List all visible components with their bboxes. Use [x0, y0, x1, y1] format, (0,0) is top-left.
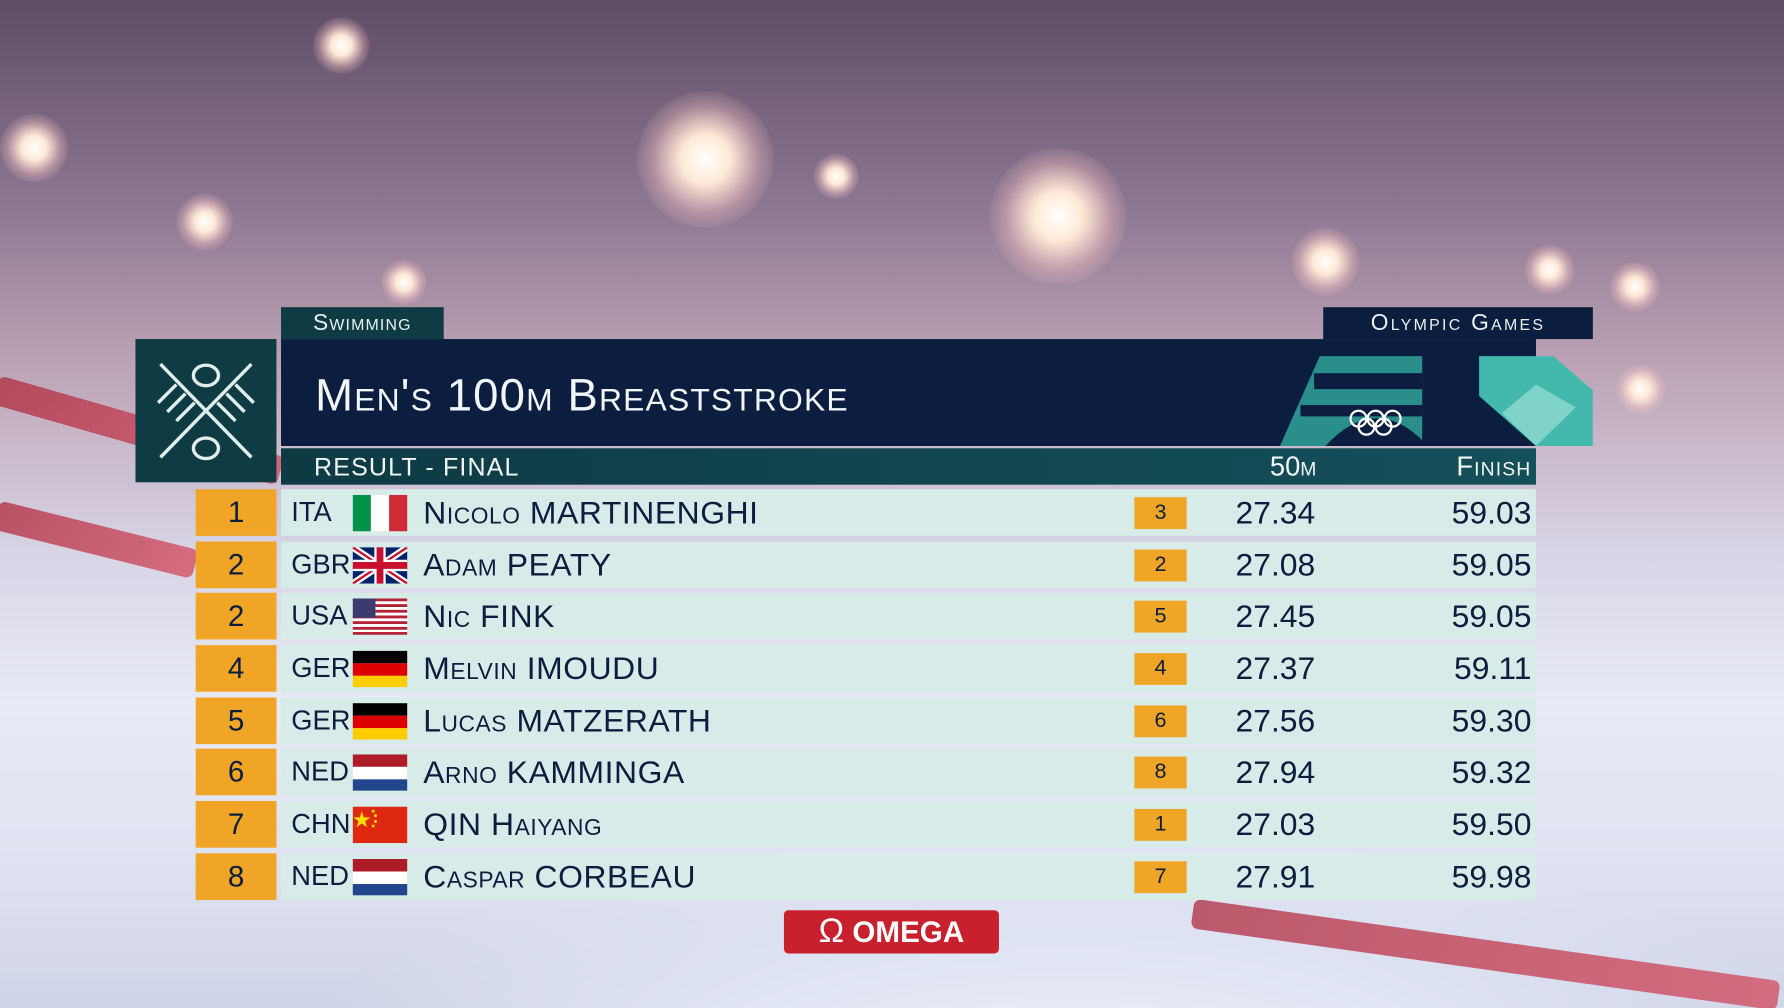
split-rank: 3	[1134, 497, 1187, 530]
split-rank: 8	[1134, 756, 1187, 789]
flag	[352, 598, 408, 635]
finish-time: 59.30	[1451, 703, 1532, 739]
stadium-light	[176, 193, 234, 251]
row-body: CHN QIN Haiyang 1 27.03 59.50	[281, 800, 1536, 848]
finish-time: 59.50	[1451, 806, 1532, 842]
split-rank: 4	[1134, 653, 1187, 685]
result-row: 1 ITA Nicolo MARTINENGHI 3 27.34 59.03	[195, 489, 1536, 536]
column-header: 50m	[1269, 451, 1317, 483]
athlete-name: Melvin IMOUDU	[423, 650, 660, 687]
country-code: GBR	[291, 549, 351, 581]
result-row: 8 NED Caspar CORBEAU 7 27.91 59.98	[195, 853, 1536, 900]
finish-time: 59.05	[1451, 598, 1532, 634]
split-rank: 7	[1134, 861, 1187, 894]
stadium-light	[381, 259, 427, 305]
result-row: 5 GER Lucas MATZERATH 6 27.56 59.30	[195, 697, 1536, 745]
split-time: 27.91	[1235, 859, 1316, 895]
lane-rope	[1190, 898, 1781, 1008]
country-code: ITA	[291, 497, 332, 528]
stadium-light	[1609, 261, 1660, 312]
flag	[352, 703, 408, 740]
athlete-name: Lucas MATZERATH	[423, 703, 712, 739]
country-code: CHN	[291, 808, 351, 840]
country-code: NED	[291, 756, 349, 788]
finish-time: 59.32	[1451, 754, 1532, 790]
country-code: GER	[291, 653, 351, 684]
split-time: 27.08	[1235, 547, 1316, 583]
flag	[352, 547, 408, 584]
split-time: 27.45	[1235, 598, 1316, 634]
result-row: 2 GBR Adam PEATY 2 27.08 59.05	[195, 541, 1536, 589]
sponsor-symbol: Ω	[818, 912, 845, 951]
athlete-name: Arno KAMMINGA	[423, 754, 685, 790]
country-code: NED	[291, 861, 349, 892]
country-code: USA	[291, 600, 348, 632]
row-body: USA Nic FINK 5 27.45 59.05	[281, 592, 1536, 640]
split-rank: 2	[1134, 549, 1187, 582]
stadium-light	[813, 153, 860, 200]
result-row: 2 USA Nic FINK 5 27.45 59.05	[195, 592, 1536, 640]
games-logo	[1279, 356, 1593, 446]
sport-pictogram	[135, 339, 277, 483]
stadium-light	[1524, 244, 1575, 295]
row-body: GBR Adam PEATY 2 27.08 59.05	[281, 541, 1536, 589]
athlete-name: Nicolo MARTINENGHI	[423, 494, 759, 531]
flag	[352, 754, 408, 791]
rank: 1	[195, 489, 277, 536]
rank: 2	[195, 541, 277, 589]
sport-tab: Swimming	[281, 307, 444, 340]
rank: 5	[195, 697, 277, 745]
flag	[352, 859, 408, 896]
games-tab: Olympic Games	[1323, 307, 1593, 340]
stadium-light	[1615, 364, 1666, 415]
result-row: 6 NED Arno KAMMINGA 8 27.94 59.32	[195, 748, 1536, 796]
athlete-name: Adam PEATY	[423, 547, 612, 583]
split-time: 27.56	[1235, 703, 1316, 739]
finish-time: 59.03	[1451, 494, 1532, 531]
sponsor-name: OMEGA	[852, 914, 965, 949]
split-rank: 6	[1134, 705, 1187, 738]
phase-label: RESULT - FINAL	[314, 452, 520, 482]
column-header: Finish	[1456, 451, 1532, 483]
finish-time: 59.05	[1451, 547, 1532, 583]
stadium-light	[1291, 227, 1360, 296]
flag	[352, 494, 408, 532]
stadium-light	[637, 91, 774, 228]
row-body: GER Melvin IMOUDU 4 27.37 59.11	[281, 645, 1536, 692]
flag	[352, 806, 408, 844]
result-row: 4 GER Melvin IMOUDU 4 27.37 59.11	[195, 645, 1536, 692]
finish-time: 59.11	[1454, 650, 1532, 687]
athlete-name: Caspar CORBEAU	[423, 859, 697, 895]
split-time: 27.03	[1235, 806, 1316, 842]
row-body: ITA Nicolo MARTINENGHI 3 27.34 59.03	[281, 489, 1536, 536]
rank: 2	[195, 592, 277, 640]
result-row: 7 CHN QIN Haiyang 1 27.03 59.50	[195, 800, 1536, 848]
row-body: GER Lucas MATZERATH 6 27.56 59.30	[281, 697, 1536, 745]
flag	[352, 650, 408, 688]
rank: 8	[195, 853, 277, 900]
sponsor-badge: Ω OMEGA	[783, 910, 999, 954]
row-body: NED Caspar CORBEAU 7 27.91 59.98	[281, 853, 1536, 900]
rank: 6	[195, 748, 277, 796]
stadium-light	[989, 147, 1127, 285]
country-code: GER	[291, 705, 351, 737]
split-rank: 1	[1134, 808, 1187, 841]
rank: 4	[195, 645, 277, 692]
split-time: 27.37	[1235, 650, 1316, 687]
split-time: 27.94	[1235, 754, 1316, 790]
finish-time: 59.98	[1451, 859, 1532, 895]
row-body: NED Arno KAMMINGA 8 27.94 59.32	[281, 748, 1536, 796]
stadium-light	[0, 113, 69, 183]
athlete-name: Nic FINK	[423, 598, 555, 634]
split-rank: 5	[1134, 600, 1187, 633]
lane-rope	[0, 500, 199, 579]
split-time: 27.34	[1235, 494, 1316, 531]
event-title: Men's 100m Breaststroke	[315, 370, 849, 421]
sub-header	[281, 448, 1536, 485]
rank: 7	[195, 800, 277, 848]
stadium-light	[312, 17, 370, 74]
athlete-name: QIN Haiyang	[423, 806, 603, 842]
